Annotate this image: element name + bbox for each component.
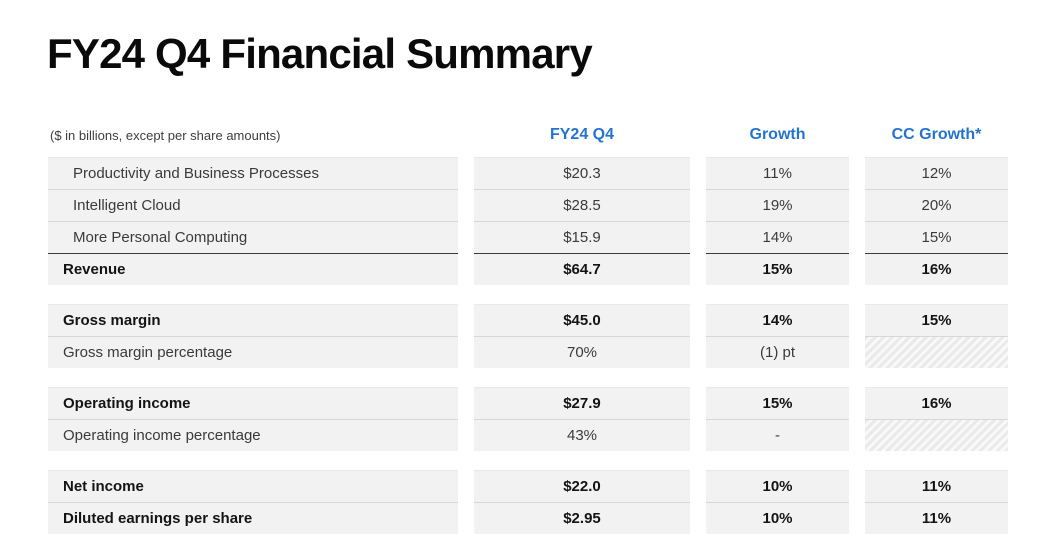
value-cell: 10%: [706, 470, 849, 502]
value-cell: 20%: [865, 189, 1008, 221]
hatched-cell: [865, 336, 1008, 368]
value-cell: $20.3: [474, 157, 690, 189]
value-cell: 11%: [865, 470, 1008, 502]
value-cell: 10%: [706, 502, 849, 534]
row-label: Revenue: [48, 253, 458, 285]
value-cell: $2.95: [474, 502, 690, 534]
hatched-cell: [865, 419, 1008, 451]
value-cell: $22.0: [474, 470, 690, 502]
row-label: Productivity and Business Processes: [48, 157, 458, 189]
page-title: FY24 Q4 Financial Summary: [47, 30, 593, 77]
value-cell: $45.0: [474, 304, 690, 336]
value-cell: -: [706, 419, 849, 451]
table-row: Productivity and Business Processes $20.3…: [48, 157, 1009, 189]
value-cell: 11%: [706, 157, 849, 189]
row-label: Gross margin percentage: [48, 336, 458, 368]
value-cell: 15%: [706, 253, 849, 285]
row-label: Intelligent Cloud: [48, 189, 458, 221]
table-row: Revenue $64.7 15% 16%: [48, 253, 1009, 285]
value-cell: 19%: [706, 189, 849, 221]
value-cell: 11%: [865, 502, 1008, 534]
table-row: Operating income percentage 43% -: [48, 419, 1009, 451]
value-cell: $28.5: [474, 189, 690, 221]
value-cell: 16%: [865, 253, 1008, 285]
table-header-row: ($ in billions, except per share amounts…: [48, 121, 1009, 144]
table-row: Gross margin percentage 70% (1) pt: [48, 336, 1009, 368]
table-body: Productivity and Business Processes $20.3…: [48, 157, 1009, 534]
column-header-fy24-q4: FY24 Q4: [549, 125, 615, 143]
row-label: Operating income percentage: [48, 419, 458, 451]
value-cell: 16%: [865, 387, 1008, 419]
value-cell: $64.7: [474, 253, 690, 285]
row-label: Net income: [48, 470, 458, 502]
value-cell: 15%: [865, 304, 1008, 336]
table-row: Intelligent Cloud $28.5 19% 20%: [48, 189, 1009, 221]
value-cell: 70%: [474, 336, 690, 368]
column-header-growth: Growth: [749, 125, 806, 143]
row-label: Gross margin: [48, 304, 458, 336]
value-cell: (1) pt: [706, 336, 849, 368]
table-block: Operating income $27.9 15% 16% Operating inc…: [48, 387, 1009, 451]
row-label: More Personal Computing: [48, 221, 458, 253]
column-header-cc-growth: CC Growth*: [891, 125, 982, 143]
table-block: Productivity and Business Processes $20.3…: [48, 157, 1009, 285]
value-cell: $15.9: [474, 221, 690, 253]
value-cell: 14%: [706, 221, 849, 253]
table-row: Diluted earnings per share $2.95 10% 11%: [48, 502, 1009, 534]
table-block: Gross margin $45.0 14% 15% Gross margin perc…: [48, 304, 1009, 368]
value-cell: 14%: [706, 304, 849, 336]
table-row: More Personal Computing $15.9 14% 15%: [48, 221, 1009, 253]
value-cell: 12%: [865, 157, 1008, 189]
table-row: Net income $22.0 10% 11%: [48, 470, 1009, 502]
row-label: Diluted earnings per share: [48, 502, 458, 534]
value-cell: 15%: [865, 221, 1008, 253]
value-cell: 15%: [706, 387, 849, 419]
table-block: Net income $22.0 10% 11% Diluted earnings pe…: [48, 470, 1009, 534]
row-label: Operating income: [48, 387, 458, 419]
units-note: ($ in billions, except per share amounts…: [50, 128, 281, 144]
table-row: Operating income $27.9 15% 16%: [48, 387, 1009, 419]
value-cell: $27.9: [474, 387, 690, 419]
value-cell: 43%: [474, 419, 690, 451]
financial-table: ($ in billions, except per share amounts…: [48, 121, 1009, 534]
table-row: Gross margin $45.0 14% 15%: [48, 304, 1009, 336]
